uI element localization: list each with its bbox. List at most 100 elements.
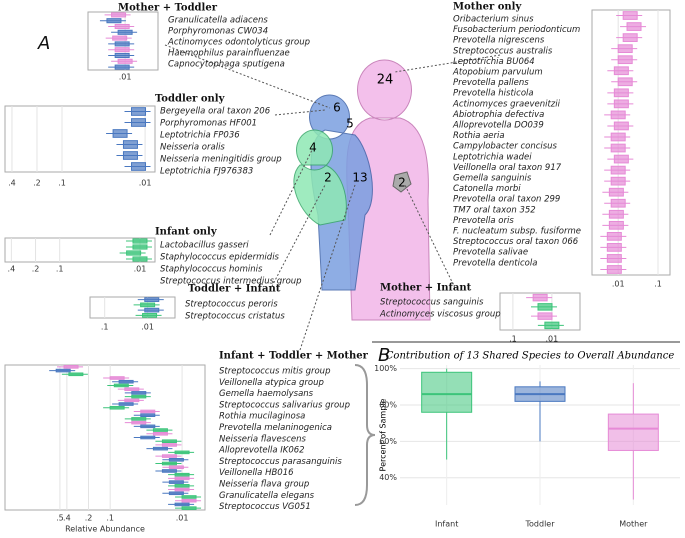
species-label: Rothia aeria — [453, 131, 505, 141]
species-label: Prevotella oral taxon 299 — [453, 195, 560, 205]
box — [55, 368, 71, 373]
box — [168, 458, 184, 462]
box — [174, 472, 190, 477]
box — [112, 129, 128, 138]
box — [118, 402, 134, 406]
species-label: Granulicatella adiacens — [168, 16, 268, 26]
species-label: Bergeyella oral taxon 206 — [160, 107, 271, 117]
box — [606, 254, 622, 263]
box — [626, 22, 642, 31]
species-label: Fusobacterium periodonticum — [453, 25, 580, 35]
box — [174, 484, 190, 488]
venn-silhouettes — [293, 59, 431, 321]
y-tick-label: 40% — [379, 473, 397, 482]
box — [117, 29, 133, 35]
species-label: Alloprevotella DO039 — [452, 121, 544, 131]
species-label: Alloprevotella IK062 — [218, 446, 305, 456]
box — [161, 439, 177, 444]
species-label: Atopobium parvulum — [452, 68, 543, 78]
box — [124, 387, 140, 391]
box — [161, 443, 177, 447]
box — [606, 231, 622, 241]
box — [168, 480, 184, 484]
box — [144, 297, 160, 302]
box — [131, 118, 147, 127]
species-label: Haemophilus parainfluenzae — [168, 49, 290, 59]
box — [131, 162, 147, 171]
species-label: Veillonella oral taxon 917 — [453, 163, 562, 173]
box — [152, 431, 168, 436]
y-tick-label: 60% — [379, 437, 397, 446]
y-tick-label: 100% — [374, 364, 397, 373]
species-label: Veillonella HB016 — [219, 468, 294, 478]
species-label: Streptococcus australis — [453, 46, 553, 56]
box — [174, 476, 190, 481]
y-tick-label: 80% — [379, 401, 397, 410]
box — [174, 502, 190, 507]
x-tick-label: .1 — [509, 335, 517, 344]
x-tick-label: .01 — [141, 323, 154, 332]
x-tick-label: .01 — [119, 73, 132, 82]
species-label: Actinomyces odontolyticus group — [167, 38, 310, 48]
box — [168, 491, 184, 496]
species-label: Campylobacter concisus — [453, 142, 558, 152]
box — [132, 238, 148, 244]
box — [140, 413, 156, 417]
species-label: Streptococcus mitis group — [219, 367, 330, 377]
x-tick-label: .2 — [32, 265, 40, 274]
box — [613, 99, 629, 109]
box — [537, 303, 553, 311]
species-label: Streptococcus oral taxon 066 — [453, 237, 579, 247]
box — [114, 47, 130, 53]
venn-count: 4 — [309, 141, 317, 155]
box — [161, 469, 177, 473]
box — [610, 110, 626, 120]
species-label: Capnocytophaga sputigena — [168, 60, 285, 70]
box — [68, 372, 84, 377]
box — [142, 313, 158, 318]
x-tick-label: .4 — [8, 265, 16, 274]
box — [161, 454, 177, 458]
venn-count: 2 — [398, 176, 406, 190]
box — [610, 132, 626, 142]
box — [63, 365, 79, 369]
species-label: Neisseria oralis — [160, 143, 225, 153]
x-axis-label: Relative Abundance — [65, 525, 145, 534]
box — [168, 465, 184, 470]
box — [607, 413, 659, 451]
box — [537, 312, 553, 320]
panel-title: Mother + Infant — [380, 283, 472, 294]
species-label: Staphylococcus epidermidis — [160, 253, 280, 263]
box — [144, 307, 160, 313]
x-tick-label: .1 — [654, 280, 662, 289]
venn-count: 24 — [377, 73, 394, 88]
species-label: Neisseria flavescens — [219, 434, 306, 444]
box — [181, 495, 197, 499]
box — [122, 151, 138, 160]
box — [161, 461, 177, 466]
box — [174, 450, 190, 455]
species-label: Neisseria meningitidis group — [160, 155, 282, 165]
box — [544, 321, 560, 330]
panel-title: Infant only — [155, 227, 218, 238]
panel-title: Mother + Toddler — [118, 3, 218, 14]
box — [111, 12, 127, 18]
species-label: Prevotella histicola — [453, 89, 534, 99]
species-label: Streptococcus parasanguinis — [219, 457, 342, 467]
box — [152, 428, 168, 432]
species-label: Gemella sanguinis — [453, 174, 532, 184]
species-label: Streptococcus salivarius group — [219, 400, 350, 410]
x-tick-label: .4 — [63, 514, 71, 523]
box — [131, 394, 147, 399]
box — [131, 107, 147, 116]
box — [131, 417, 147, 421]
box — [122, 140, 138, 149]
y-axis-label: Percent of Sample — [379, 398, 388, 471]
species-label: Staphylococcus hominis — [160, 265, 263, 275]
species-label: Streptococcus peroris — [185, 300, 278, 310]
x-tick-label: .01 — [139, 179, 152, 188]
box — [152, 446, 168, 451]
species-label: Catonella morbi — [453, 184, 521, 194]
box — [140, 302, 156, 308]
species-label: Prevotella oris — [453, 216, 514, 226]
